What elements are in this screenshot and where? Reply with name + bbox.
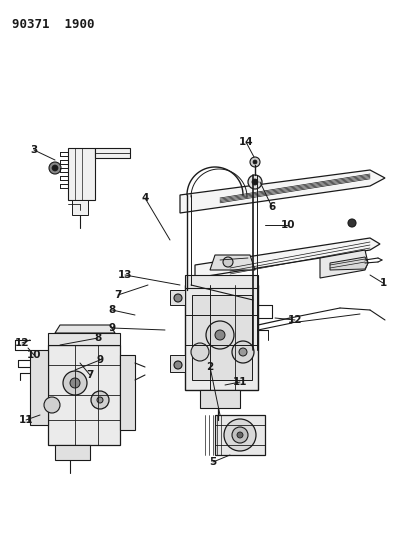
Circle shape bbox=[49, 162, 61, 174]
Circle shape bbox=[250, 157, 260, 167]
Polygon shape bbox=[192, 295, 252, 380]
Circle shape bbox=[248, 175, 262, 189]
Polygon shape bbox=[68, 148, 95, 200]
Polygon shape bbox=[185, 275, 258, 288]
Circle shape bbox=[223, 257, 233, 267]
Circle shape bbox=[253, 160, 257, 164]
Text: 12: 12 bbox=[15, 338, 29, 348]
Text: 10: 10 bbox=[27, 350, 41, 360]
Polygon shape bbox=[48, 345, 120, 445]
Text: 90371  1900: 90371 1900 bbox=[12, 18, 94, 31]
Circle shape bbox=[97, 397, 103, 403]
Text: 4: 4 bbox=[141, 193, 149, 203]
Polygon shape bbox=[330, 257, 368, 270]
Text: 9: 9 bbox=[96, 355, 103, 365]
Polygon shape bbox=[30, 350, 48, 425]
Polygon shape bbox=[170, 355, 185, 372]
Polygon shape bbox=[48, 333, 120, 345]
Circle shape bbox=[232, 341, 254, 363]
Circle shape bbox=[52, 165, 58, 171]
Polygon shape bbox=[195, 238, 380, 278]
Circle shape bbox=[348, 219, 356, 227]
Text: 7: 7 bbox=[86, 370, 94, 380]
Text: 13: 13 bbox=[118, 270, 132, 280]
Polygon shape bbox=[215, 415, 265, 455]
Circle shape bbox=[239, 348, 247, 356]
Circle shape bbox=[215, 330, 225, 340]
Polygon shape bbox=[180, 170, 385, 213]
Circle shape bbox=[191, 343, 209, 361]
Text: 14: 14 bbox=[239, 137, 253, 147]
Circle shape bbox=[70, 378, 80, 388]
Circle shape bbox=[174, 361, 182, 369]
Circle shape bbox=[63, 371, 87, 395]
Circle shape bbox=[232, 427, 248, 443]
Text: 1: 1 bbox=[379, 278, 386, 288]
Text: 8: 8 bbox=[108, 305, 116, 315]
Circle shape bbox=[206, 321, 234, 349]
Polygon shape bbox=[55, 325, 115, 333]
Polygon shape bbox=[95, 148, 130, 158]
Text: 8: 8 bbox=[94, 333, 101, 343]
Circle shape bbox=[237, 432, 243, 438]
Polygon shape bbox=[200, 390, 240, 408]
Circle shape bbox=[252, 179, 258, 185]
Text: 10: 10 bbox=[281, 220, 295, 230]
Polygon shape bbox=[72, 200, 88, 215]
Circle shape bbox=[91, 391, 109, 409]
Circle shape bbox=[44, 397, 60, 413]
Text: 11: 11 bbox=[19, 415, 33, 425]
Text: 3: 3 bbox=[30, 145, 38, 155]
Text: 5: 5 bbox=[209, 457, 217, 467]
Text: 6: 6 bbox=[268, 202, 276, 212]
Circle shape bbox=[224, 419, 256, 451]
Text: 7: 7 bbox=[114, 290, 122, 300]
Polygon shape bbox=[170, 290, 185, 305]
Polygon shape bbox=[210, 255, 255, 270]
Text: 2: 2 bbox=[207, 362, 214, 372]
Text: 9: 9 bbox=[108, 323, 115, 333]
Polygon shape bbox=[185, 285, 258, 390]
Circle shape bbox=[174, 294, 182, 302]
Polygon shape bbox=[320, 250, 368, 278]
Polygon shape bbox=[55, 445, 90, 460]
Text: 12: 12 bbox=[288, 315, 302, 325]
Text: 11: 11 bbox=[233, 377, 247, 387]
Polygon shape bbox=[120, 355, 135, 430]
